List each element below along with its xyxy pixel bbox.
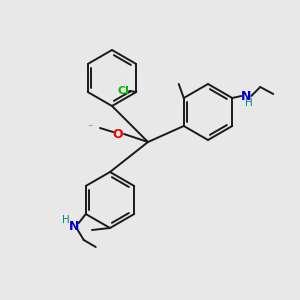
Text: N: N [241, 89, 251, 103]
Text: H: H [62, 215, 70, 225]
Text: N: N [69, 220, 79, 232]
Text: O: O [113, 128, 123, 140]
Text: Cl: Cl [117, 86, 129, 96]
Text: H: H [245, 98, 253, 108]
Text: methyl: methyl [88, 124, 93, 126]
